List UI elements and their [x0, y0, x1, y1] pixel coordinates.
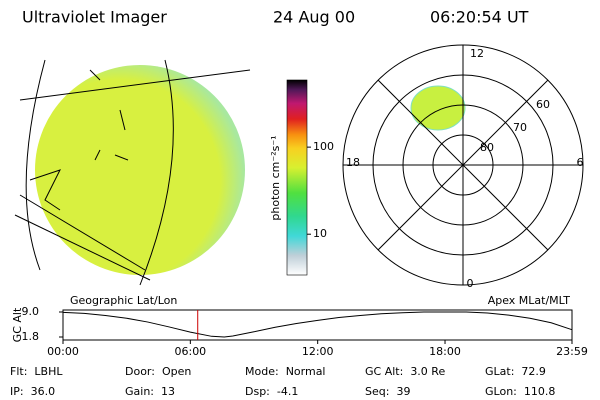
info-label: GLat:	[485, 365, 514, 378]
mlt-label: 12	[470, 47, 484, 60]
lat-label: 60	[536, 98, 550, 111]
instrument: Ultraviolet Imager	[22, 8, 167, 27]
info-value: 13	[161, 385, 175, 398]
y-tick-label: 1.8	[22, 330, 40, 343]
polar-plot	[342, 44, 584, 286]
x-tick-label: 00:00	[47, 345, 79, 358]
time: 06:20:54 UT	[430, 8, 529, 27]
altitude-line	[62, 311, 573, 338]
info-value: LBHL	[34, 365, 63, 378]
orbit-ylabel: GC Alt	[11, 307, 24, 342]
orbit-frame	[62, 309, 573, 341]
x-tick-label: 23:59	[556, 345, 588, 358]
info-label: GC Alt:	[365, 365, 403, 378]
info-label: Dsp:	[245, 385, 270, 398]
info-value: -4.1	[277, 385, 298, 398]
x-tick-label: 18:00	[429, 345, 461, 358]
colorbar-label: photon cm⁻²s⁻¹	[269, 135, 282, 220]
info-value: 3.0 Re	[410, 365, 445, 378]
colorbar-tick-label: 100	[313, 140, 334, 153]
info-label: Seq:	[365, 385, 389, 398]
y-tick-label: 9.0	[22, 305, 40, 318]
lat-label: 80	[480, 141, 494, 154]
earth-image	[14, 59, 251, 286]
mlt-label: 18	[346, 156, 360, 169]
colorbar	[286, 79, 308, 276]
orbit-left-label: Geographic Lat/Lon	[70, 294, 177, 307]
info-label: Mode:	[245, 365, 279, 378]
info-value: Normal	[286, 365, 326, 378]
colorbar-tick-label: 10	[313, 227, 327, 240]
info-value: 39	[396, 385, 410, 398]
x-tick-label: 12:00	[302, 345, 334, 358]
info-value: 110.8	[524, 385, 556, 398]
date: 24 Aug 00	[273, 8, 355, 27]
lat-label: 70	[513, 121, 527, 134]
info-value: 72.9	[521, 365, 546, 378]
info-label: GLon:	[485, 385, 517, 398]
info-label: IP:	[10, 385, 24, 398]
info-label: Gain:	[125, 385, 154, 398]
mlt-label: 0	[467, 277, 474, 290]
x-tick-label: 06:00	[174, 345, 206, 358]
info-value: Open	[162, 365, 191, 378]
info-label: Door:	[125, 365, 155, 378]
orbit-right-label: Apex MLat/MLT	[488, 294, 571, 307]
info-value: 36.0	[31, 385, 56, 398]
mlt-label: 6	[577, 156, 584, 169]
info-label: Flt:	[10, 365, 27, 378]
